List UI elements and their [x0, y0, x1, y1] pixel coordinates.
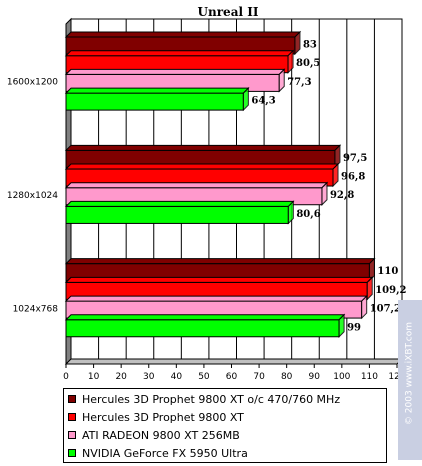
data-label: 109,2 [375, 285, 406, 296]
x-tick-label: 100 [333, 372, 350, 382]
bar-side [287, 200, 294, 225]
legend: Hercules 3D Prophet 9800 XT o/c 470/760 … [63, 388, 387, 463]
bar-side [338, 313, 345, 338]
data-label: 96,8 [341, 172, 365, 183]
data-label: 99 [347, 322, 361, 333]
bar-top [64, 31, 302, 38]
x-tick-label: 120 [388, 372, 405, 382]
x-tick-label: 40 [171, 372, 183, 382]
x-tick-label: 60 [226, 372, 238, 382]
bar-top [64, 68, 286, 75]
legend-label: Hercules 3D Prophet 9800 XT o/c 470/760 … [82, 392, 341, 406]
x-tick-label: 30 [143, 372, 155, 382]
bar-top [64, 163, 340, 170]
legend-item: ATI RADEON 9800 XT 256MB [68, 426, 240, 444]
bar-side [321, 181, 328, 206]
category-label: 1280x1024 [7, 191, 58, 201]
data-label: 107,2 [370, 304, 401, 315]
bar-side [278, 68, 285, 93]
bar-top [64, 258, 376, 265]
data-label: 97,5 [343, 153, 367, 164]
x-tick-label: 90 [309, 372, 321, 382]
x-tick-label: 20 [115, 372, 127, 382]
plot-floor [64, 358, 404, 365]
bar-side [294, 30, 301, 56]
legend-label: Hercules 3D Prophet 9800 XT [82, 410, 244, 424]
legend-item: Hercules 3D Prophet 9800 XT o/c 470/760 … [68, 390, 340, 408]
bar-top [64, 314, 346, 321]
bar-top [64, 276, 374, 283]
x-tick-label: 10 [88, 372, 100, 382]
bar [65, 205, 289, 224]
bar-top [64, 295, 368, 302]
bar-side [361, 294, 368, 320]
x-tick-label: 80 [281, 372, 293, 382]
legend-swatch [68, 413, 76, 421]
data-label: 110 [377, 266, 398, 277]
bar-side [368, 257, 375, 282]
bar-top [64, 200, 295, 207]
bar-top [64, 144, 342, 151]
legend-swatch [68, 431, 76, 439]
data-label: 64,3 [251, 96, 275, 107]
data-label: 77,3 [287, 77, 311, 88]
legend-swatch [68, 395, 76, 403]
x-tick-label: 110 [361, 372, 378, 382]
bar-top [64, 182, 329, 189]
legend-item: NVIDIA GeForce FX 5950 Ultra [68, 444, 248, 462]
legend-swatch [68, 449, 76, 457]
bar [65, 92, 244, 111]
legend-item: Hercules 3D Prophet 9800 XT [68, 408, 244, 426]
x-tick-label: 70 [253, 372, 265, 382]
bar-side [242, 86, 249, 112]
x-tick-label: 50 [198, 372, 210, 382]
data-label: 92,8 [330, 190, 354, 201]
x-tick-label: 0 [63, 372, 69, 382]
chart-title: Unreal II [198, 5, 259, 19]
plot-area: 0 10 20 30 40 50 60 70 80 90 100 110 120 1600x1200 83 8… [7, 17, 407, 382]
bar-side [334, 144, 341, 169]
data-label: 80,6 [296, 209, 320, 220]
bar-top [64, 50, 295, 57]
bar [65, 319, 340, 338]
bar-side [366, 276, 373, 301]
watermark: © 2003 www.iXBT.com [398, 300, 422, 460]
category-label: 1024x768 [13, 304, 59, 314]
watermark-text: © 2003 www.iXBT.com [404, 321, 415, 426]
data-label: 83 [303, 40, 317, 51]
data-label: 80,5 [296, 58, 320, 69]
category-label: 1600x1200 [7, 78, 58, 88]
bar-top [64, 87, 250, 94]
legend-label: ATI RADEON 9800 XT 256MB [82, 428, 240, 442]
bar-side [287, 49, 294, 74]
legend-label: NVIDIA GeForce FX 5950 Ultra [82, 446, 248, 460]
bar-side [332, 162, 339, 188]
